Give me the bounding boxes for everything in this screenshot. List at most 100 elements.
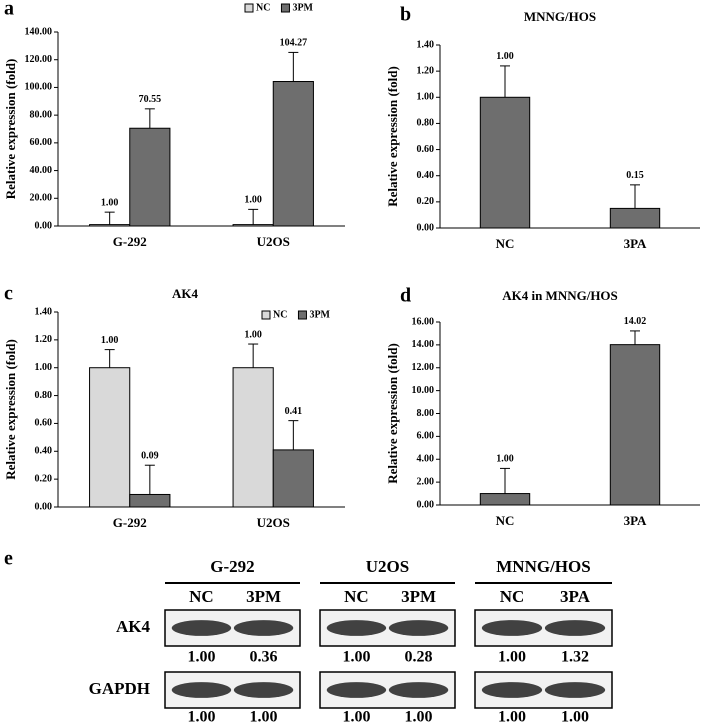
legend-label: NC — [256, 2, 270, 13]
y-tick-label: 40.00 — [30, 165, 53, 176]
y-tick-label: 1.00 — [35, 362, 53, 373]
value-label: 104.27 — [280, 38, 308, 49]
band-value: 1.00 — [561, 709, 589, 726]
y-tick-label: 1.20 — [35, 334, 53, 345]
bar — [479, 96, 531, 229]
band-value: 1.00 — [405, 709, 433, 726]
legend-swatch — [297, 310, 307, 320]
chart-title: AK4 — [172, 286, 199, 301]
bar — [89, 224, 131, 227]
band-value: 1.00 — [498, 649, 526, 666]
panel-label: b — [400, 4, 411, 26]
y-tick-label: 0.40 — [35, 446, 53, 457]
blot-band — [544, 620, 606, 636]
value-label: 1.00 — [244, 195, 262, 206]
y-tick-label: 1.20 — [417, 65, 435, 76]
y-tick-label: 140.00 — [25, 26, 53, 37]
band-value: 1.00 — [498, 709, 526, 726]
y-tick-label: 20.00 — [30, 193, 53, 204]
bar — [609, 344, 661, 506]
y-tick-label: 80.00 — [30, 109, 53, 120]
bar — [272, 81, 314, 227]
band-value: 1.00 — [187, 709, 215, 726]
group-label: MNNG/HOS — [496, 557, 590, 576]
blot-band — [481, 620, 543, 636]
y-tick-label: 4.00 — [417, 454, 435, 465]
lane-label: NC — [189, 587, 214, 606]
y-tick-label: 0.00 — [35, 501, 53, 512]
value-label: 1.00 — [101, 335, 119, 346]
blot-band — [388, 682, 449, 698]
band-value: 1.00 — [250, 709, 278, 726]
legend-swatch — [244, 3, 254, 13]
legend-swatch — [280, 3, 290, 13]
blot-band — [171, 620, 232, 636]
y-tick-label: 1.40 — [35, 306, 53, 317]
x-tick-label: G-292 — [113, 515, 147, 530]
blot-band — [388, 620, 449, 636]
y-tick-label: 16.00 — [412, 316, 435, 327]
lane-label: NC — [500, 587, 525, 606]
band-value: 1.00 — [342, 649, 370, 666]
bar — [232, 224, 274, 227]
y-axis-label: Relative expression (fold) — [3, 59, 18, 200]
y-tick-label: 0.20 — [35, 473, 53, 484]
blot-band — [326, 620, 387, 636]
value-label: 1.00 — [496, 51, 514, 62]
lane-label: NC — [344, 587, 369, 606]
value-label: 70.55 — [139, 94, 162, 105]
bar — [272, 449, 314, 508]
bar — [129, 127, 171, 227]
y-tick-label: 100.00 — [25, 82, 53, 93]
value-label: 1.00 — [496, 454, 514, 465]
bar — [89, 367, 131, 508]
blot-band — [544, 682, 606, 698]
legend-label: NC — [273, 309, 287, 320]
y-tick-label: 60.00 — [30, 137, 53, 148]
y-tick-label: 12.00 — [412, 362, 435, 373]
y-tick-label: 0.80 — [35, 390, 53, 401]
legend-label: 3PM — [292, 2, 313, 13]
lane-label: 3PA — [560, 587, 591, 606]
blot-band — [233, 620, 294, 636]
group-label: U2OS — [366, 557, 409, 576]
value-label: 14.02 — [624, 316, 647, 327]
y-tick-label: 8.00 — [417, 408, 435, 419]
blot-band — [481, 682, 543, 698]
y-tick-label: 14.00 — [412, 339, 435, 350]
x-tick-label: 3PA — [624, 513, 647, 528]
value-label: 1.00 — [244, 329, 262, 340]
x-tick-label: NC — [496, 513, 515, 528]
chart-title: AK4 in MNNG/HOS — [502, 288, 618, 303]
band-value: 1.00 — [187, 649, 215, 666]
lane-label: 3PM — [246, 587, 281, 606]
row-label: GAPDH — [89, 679, 150, 698]
x-tick-label: 3PA — [624, 236, 647, 251]
bar — [232, 367, 274, 508]
blot-band — [171, 682, 232, 698]
blot-band — [326, 682, 387, 698]
x-tick-label: U2OS — [257, 515, 290, 530]
panel-label: e — [4, 548, 13, 570]
legend-swatch — [261, 310, 271, 320]
x-tick-label: G-292 — [113, 234, 147, 249]
y-tick-label: 120.00 — [25, 54, 53, 65]
y-tick-label: 0.00 — [417, 499, 435, 510]
y-tick-label: 0.00 — [35, 220, 53, 231]
bar — [129, 493, 171, 508]
y-tick-label: 0.40 — [417, 170, 435, 181]
band-value: 0.36 — [250, 649, 278, 666]
bar — [479, 493, 531, 506]
panel-label: c — [4, 283, 13, 305]
band-value: 0.28 — [405, 649, 433, 666]
row-label: AK4 — [116, 617, 151, 636]
legend-label: 3PM — [309, 309, 330, 320]
y-tick-label: 1.00 — [417, 92, 435, 103]
group-label: G-292 — [210, 557, 254, 576]
panel-label: a — [4, 0, 14, 20]
band-value: 1.00 — [342, 709, 370, 726]
y-tick-label: 6.00 — [417, 431, 435, 442]
band-value: 1.32 — [561, 649, 589, 666]
panel-label: d — [400, 285, 411, 307]
